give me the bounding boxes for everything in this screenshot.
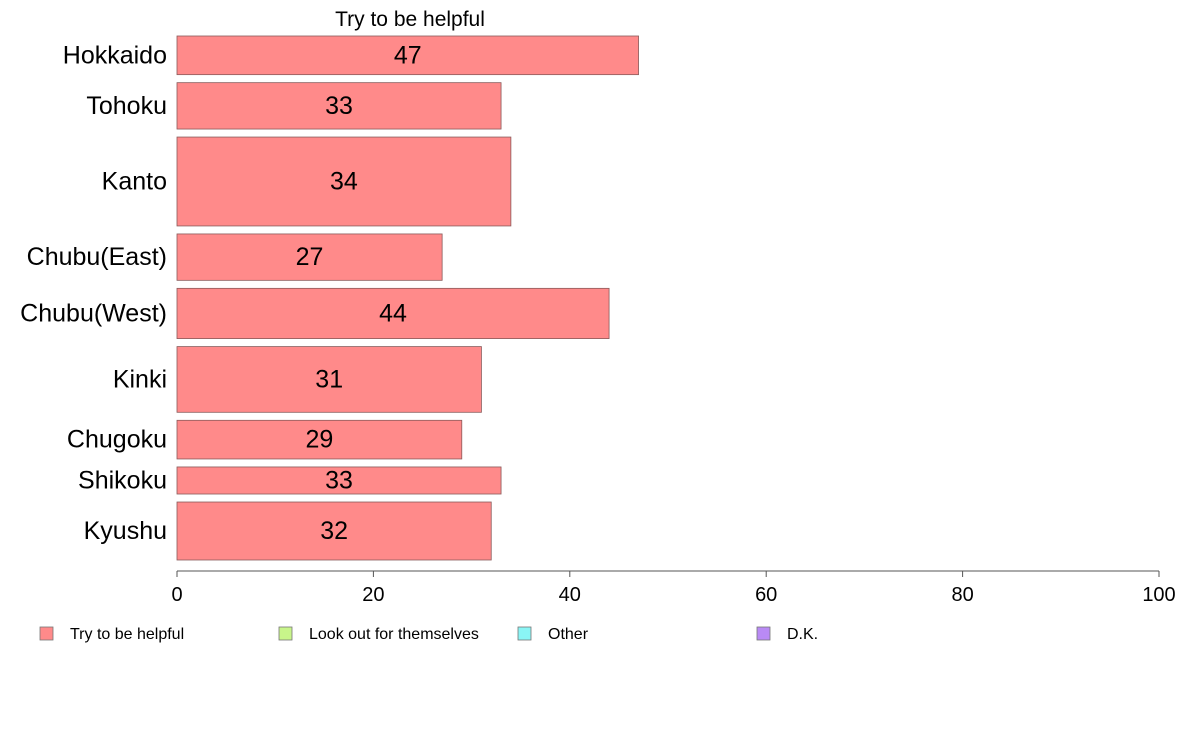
category-label: Chugoku	[67, 426, 167, 454]
bar-kanto	[176, 136, 512, 227]
x-tick-label: 80	[951, 584, 973, 606]
category-label: Hokkaido	[63, 41, 167, 69]
legend-label: Try to be helpful	[70, 626, 184, 643]
data-label: 47	[394, 41, 422, 69]
data-label: 29	[305, 426, 333, 454]
bar-chugoku	[176, 419, 463, 460]
bar-kyushu	[176, 501, 492, 561]
data-label: 27	[296, 243, 324, 271]
legend-swatch	[756, 626, 771, 641]
data-label: 33	[325, 466, 353, 494]
legend-swatch	[278, 626, 293, 641]
legend-label: Look out for themselves	[309, 626, 479, 643]
x-tick-label: 0	[171, 584, 182, 606]
category-label: Kinki	[113, 365, 167, 393]
legend-label: Other	[548, 626, 589, 643]
bar-tohoku	[176, 82, 502, 130]
legend-swatch	[517, 626, 532, 641]
legend: Try to be helpful Look out for themselves…	[39, 626, 818, 643]
chart-title: Try to be helpful	[335, 8, 485, 31]
bar-hokkaido	[176, 35, 639, 76]
x-tick-label: 20	[362, 584, 384, 606]
bars-layer: Hokkaido 47 Tohoku 33 Kanto 34 Chubu(East) 27 Ch…	[20, 35, 639, 561]
bar-kinki	[176, 346, 482, 413]
category-label: Chubu(West)	[20, 299, 167, 327]
category-label: Kanto	[102, 167, 167, 195]
category-label: Kyushu	[84, 517, 167, 545]
legend-label: D.K.	[787, 626, 818, 643]
legend-swatch	[39, 626, 54, 641]
data-label: 32	[320, 517, 348, 545]
category-label: Chubu(East)	[27, 243, 167, 271]
bar-shikoku	[176, 466, 502, 495]
x-axis: 0 20 40 60 80 100	[171, 570, 1176, 606]
data-label: 44	[379, 299, 407, 327]
data-label: 34	[330, 167, 358, 195]
bar-chubu-east	[176, 233, 443, 281]
data-label: 33	[325, 92, 353, 120]
category-label: Shikoku	[78, 466, 167, 494]
x-tick-label: 60	[755, 584, 777, 606]
x-tick-label: 40	[559, 584, 581, 606]
bar-chubu-west	[176, 287, 610, 339]
x-tick-label: 100	[1142, 584, 1175, 606]
category-label: Tohoku	[86, 92, 167, 120]
data-label: 31	[315, 365, 343, 393]
